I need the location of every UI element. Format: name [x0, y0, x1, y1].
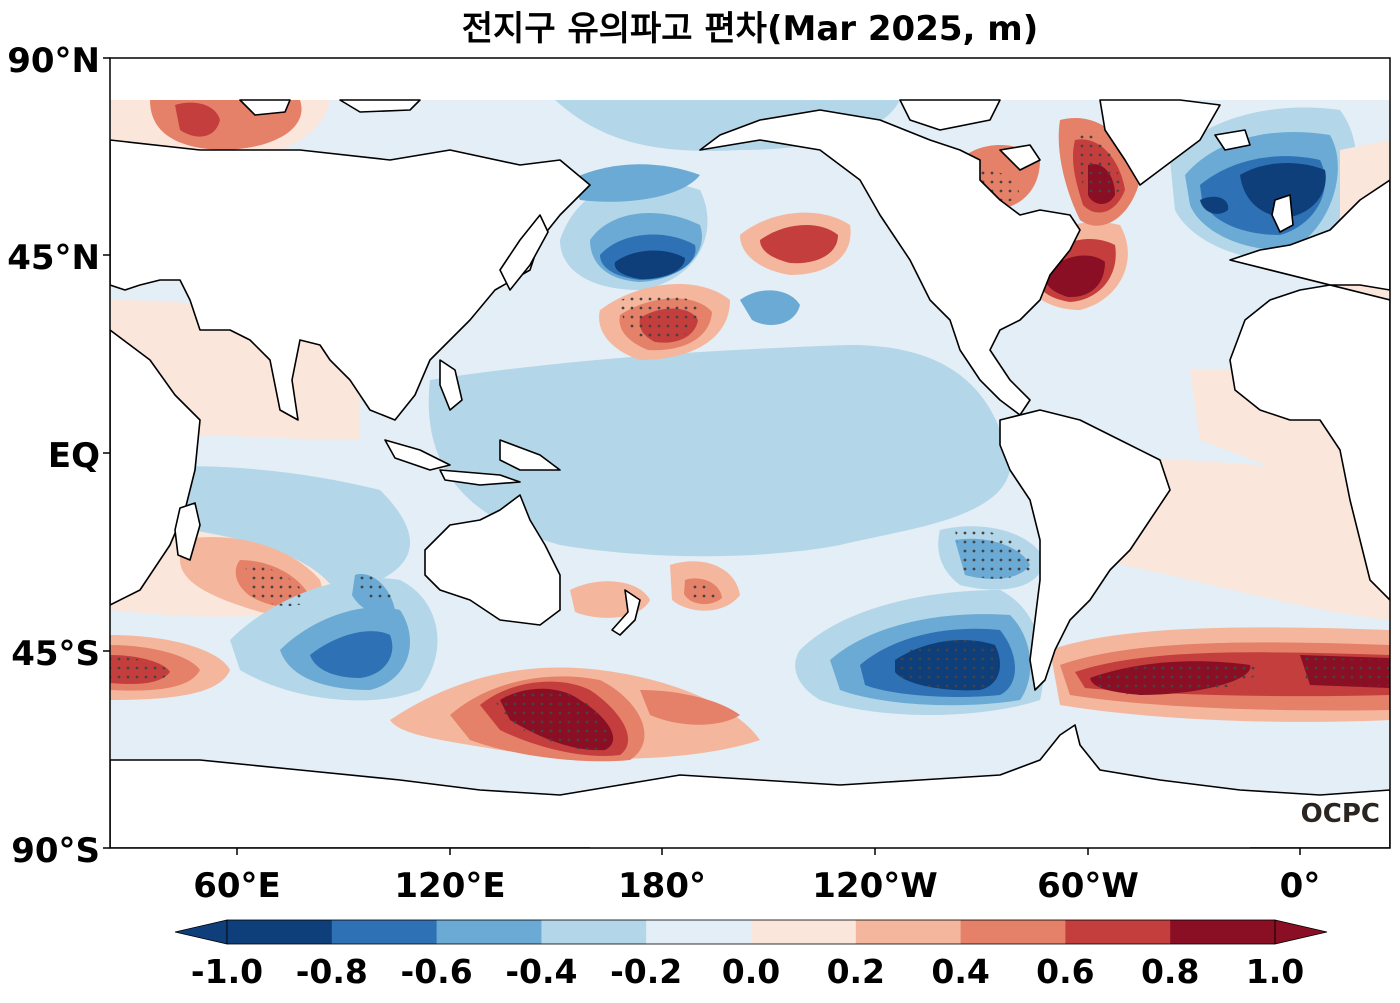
australia-land: [424, 494, 561, 626]
lat-tick-label: 45°N: [7, 238, 100, 278]
map-area: [110, 58, 1390, 848]
colorbar-segment: [227, 920, 333, 944]
lon-axis: 60°E 120°E 180° 120°W 60°W 0°: [193, 848, 1320, 906]
ocpc-logo: OCPC: [1301, 799, 1380, 829]
madagascar-land: [174, 502, 201, 561]
anomaly-field: [614, 250, 685, 280]
colorbar-tick-label: -0.6: [401, 952, 473, 991]
colorbar-segment: [751, 920, 857, 944]
colorbar-tick-label: 0.0: [722, 952, 780, 991]
colorbar-tick-label: 0.2: [827, 952, 885, 991]
colorbar-tick-label: -0.2: [610, 952, 682, 991]
lon-tick-label: 60°W: [1037, 866, 1139, 906]
colorbar-tick-label: 1.0: [1246, 952, 1304, 991]
colorbar-segment: [436, 920, 542, 944]
lat-tick-label: EQ: [48, 436, 100, 476]
anomaly-field: [1240, 163, 1326, 218]
anomaly-field: [640, 690, 740, 725]
anomaly-field: [428, 345, 1010, 557]
lat-tick-label: 90°N: [7, 41, 100, 81]
anomaly-field: [310, 631, 393, 678]
anomaly-field: [570, 164, 700, 202]
colorbar-tick-label: -1.0: [191, 952, 263, 991]
anomaly-field: [1044, 255, 1105, 298]
lat-axis: 90°N 45°N EQ 45°S 90°S: [7, 41, 110, 871]
colorbar-segment: [646, 920, 752, 944]
lon-tick-label: 120°E: [394, 866, 505, 906]
colorbar-extend-high: [1274, 919, 1328, 945]
europe-africa-land: [1229, 179, 1390, 601]
japan-land: [499, 214, 549, 291]
map-title: 전지구 유의파고 편차(Mar 2025, m): [462, 9, 1038, 49]
anomaly-field: [740, 290, 800, 325]
lat-tick-label: 90°S: [11, 831, 100, 871]
north-america-land: [699, 109, 1081, 416]
colorbar-tick-label: 0.8: [1141, 952, 1199, 991]
colorbar-segment: [331, 920, 438, 944]
lon-tick-label: 180°: [618, 866, 706, 906]
lat-tick-label: 45°S: [11, 634, 100, 674]
greenland-land: [1099, 99, 1221, 186]
colorbar-segment: [855, 920, 962, 944]
eurasia-land: [110, 139, 591, 421]
colorbar: -1.0 -0.8 -0.6 -0.4 -0.2 0.0 0.2 0.4 0.6 0.8 1.0: [174, 919, 1328, 991]
lon-tick-label: 60°E: [193, 866, 281, 906]
anomaly-field: [760, 224, 838, 264]
colorbar-tick-label: 0.4: [931, 952, 989, 991]
lon-tick-label: 0°: [1280, 866, 1321, 906]
anomaly-field: [175, 102, 220, 137]
anomaly-field: [1200, 196, 1229, 214]
colorbar-tick-label: 0.6: [1036, 952, 1094, 991]
colorbar-tick-label: -0.4: [505, 952, 577, 991]
colorbar-extend-low: [174, 919, 228, 945]
logo-text: OCPC: [1301, 799, 1380, 829]
africa-land: [110, 329, 201, 606]
colorbar-border: [226, 919, 1276, 945]
colorbar-tick-label: -0.8: [296, 952, 368, 991]
iceland-land: [1214, 129, 1251, 151]
new-zealand-land: [611, 589, 641, 636]
lon-tick-label: 120°W: [812, 866, 937, 906]
colorbar-segment: [1170, 920, 1276, 944]
colorbar-segment: [541, 920, 647, 944]
colorbar-segment: [1065, 920, 1171, 944]
south-america-land: [999, 409, 1171, 691]
coastlines: [110, 99, 1390, 848]
colorbar-segment: [960, 920, 1066, 944]
uk-land: [1271, 194, 1294, 233]
